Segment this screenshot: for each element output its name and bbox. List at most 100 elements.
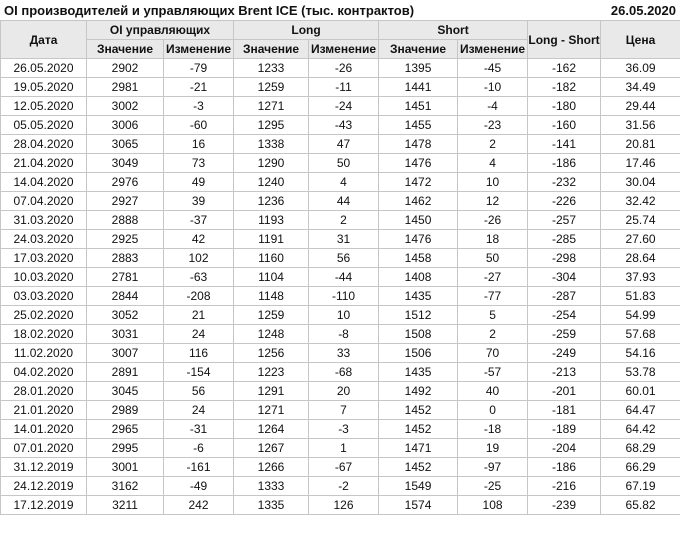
cell-price: 60.01 (600, 381, 680, 401)
cell-long: 1191 (233, 229, 310, 249)
cell-long: 1271 (233, 400, 310, 420)
cell-short: 1455 (378, 115, 459, 135)
cell-short-chg: -25 (457, 476, 529, 496)
col-header-oi-value: Значение (86, 39, 164, 59)
cell-long: 1256 (233, 343, 310, 363)
cell-long-short: -216 (527, 476, 602, 496)
cell-short-chg: 10 (457, 172, 529, 192)
table-row: 31.12.2019 3001 -161 1266 -67 1452 -97 -186 66.2… (0, 457, 680, 477)
cell-price: 54.99 (600, 305, 680, 325)
cell-long-short: -239 (527, 495, 602, 515)
cell-short-chg: -27 (457, 267, 529, 287)
cell-long-short: -181 (527, 400, 602, 420)
cell-long: 1240 (233, 172, 310, 192)
table-row: 31.03.2020 2888 -37 1193 2 1450 -26 -257 25.74 (0, 210, 680, 230)
table-row: 05.05.2020 3006 -60 1295 -43 1455 -23 -160 31.56 (0, 115, 680, 135)
cell-long-short: -213 (527, 362, 602, 382)
cell-date: 24.03.2020 (0, 229, 87, 249)
cell-date: 17.03.2020 (0, 248, 87, 268)
cell-price: 64.47 (600, 400, 680, 420)
col-header-oi-change: Изменение (162, 39, 235, 59)
cell-long-short: -186 (527, 153, 602, 173)
cell-long-short: -254 (527, 305, 602, 325)
cell-long: 1193 (233, 210, 310, 230)
cell-oi: 2891 (86, 362, 164, 382)
cell-price: 28.64 (600, 248, 680, 268)
cell-oi: 2844 (86, 286, 164, 306)
cell-price: 17.46 (600, 153, 680, 173)
table-row: 21.01.2020 2989 24 1271 7 1452 0 -181 64.47 (0, 400, 680, 420)
cell-long-short: -160 (527, 115, 602, 135)
cell-long: 1335 (233, 495, 310, 515)
cell-long-chg: 47 (308, 134, 380, 154)
cell-price: 25.74 (600, 210, 680, 230)
cell-long: 1291 (233, 381, 310, 401)
cell-long-short: -249 (527, 343, 602, 363)
table-row: 18.02.2020 3031 24 1248 -8 1508 2 -259 57.68 (0, 324, 680, 344)
cell-long-chg: -43 (308, 115, 380, 135)
cell-oi-chg: 24 (162, 400, 235, 420)
cell-date: 03.03.2020 (0, 286, 87, 306)
cell-price: 57.68 (600, 324, 680, 344)
cell-short-chg: 50 (457, 248, 529, 268)
cell-short-chg: 5 (457, 305, 529, 325)
cell-long: 1338 (233, 134, 310, 154)
cell-oi-chg: -49 (162, 476, 235, 496)
cell-price: 51.83 (600, 286, 680, 306)
titlebar: OI производителей и управляющих Brent IC… (0, 0, 680, 20)
col-header-price: Цена (600, 20, 680, 59)
cell-oi: 3002 (86, 96, 164, 116)
cell-oi-chg: -31 (162, 419, 235, 439)
table-row: 12.05.2020 3002 -3 1271 -24 1451 -4 -180 29.44 (0, 96, 680, 116)
cell-oi-chg: -63 (162, 267, 235, 287)
cell-date: 14.04.2020 (0, 172, 87, 192)
cell-long-chg: 2 (308, 210, 380, 230)
cell-long: 1290 (233, 153, 310, 173)
cell-long: 1259 (233, 305, 310, 325)
cell-long-chg: 33 (308, 343, 380, 363)
cell-date: 25.02.2020 (0, 305, 87, 325)
cell-long: 1104 (233, 267, 310, 287)
cell-long-short: -226 (527, 191, 602, 211)
cell-long: 1248 (233, 324, 310, 344)
table-row: 24.12.2019 3162 -49 1333 -2 1549 -25 -216 67.19 (0, 476, 680, 496)
cell-long: 1266 (233, 457, 310, 477)
cell-long-short: -201 (527, 381, 602, 401)
cell-short: 1452 (378, 400, 459, 420)
cell-long: 1264 (233, 419, 310, 439)
cell-short-chg: 108 (457, 495, 529, 515)
cell-long-short: -182 (527, 77, 602, 97)
cell-short-chg: -18 (457, 419, 529, 439)
cell-long-chg: -11 (308, 77, 380, 97)
cell-short-chg: -45 (457, 58, 529, 78)
col-header-date: Дата (0, 20, 87, 59)
table-row: 14.04.2020 2976 49 1240 4 1472 10 -232 30.04 (0, 172, 680, 192)
cell-oi-chg: 39 (162, 191, 235, 211)
cell-short-chg: 2 (457, 324, 529, 344)
cell-price: 31.56 (600, 115, 680, 135)
cell-oi-chg: 116 (162, 343, 235, 363)
cell-date: 24.12.2019 (0, 476, 87, 496)
table-row: 28.01.2020 3045 56 1291 20 1492 40 -201 60.01 (0, 381, 680, 401)
cell-price: 64.42 (600, 419, 680, 439)
cell-long-short: -180 (527, 96, 602, 116)
cell-short-chg: -4 (457, 96, 529, 116)
cell-short: 1478 (378, 134, 459, 154)
cell-long-chg: 44 (308, 191, 380, 211)
cell-long-short: -189 (527, 419, 602, 439)
cell-short: 1462 (378, 191, 459, 211)
cell-short-chg: -23 (457, 115, 529, 135)
cell-short: 1492 (378, 381, 459, 401)
page-title: OI производителей и управляющих Brent IC… (4, 2, 415, 18)
oi-table: Дата OI управляющих Long Short Long - Sh… (0, 20, 680, 515)
cell-short-chg: 2 (457, 134, 529, 154)
cell-oi-chg: -208 (162, 286, 235, 306)
cell-long-short: -304 (527, 267, 602, 287)
cell-short-chg: -10 (457, 77, 529, 97)
cell-long-chg: -68 (308, 362, 380, 382)
cell-long-short: -257 (527, 210, 602, 230)
report-date: 26.05.2020 (610, 2, 676, 18)
cell-short-chg: 0 (457, 400, 529, 420)
cell-oi: 2883 (86, 248, 164, 268)
cell-date: 10.03.2020 (0, 267, 87, 287)
